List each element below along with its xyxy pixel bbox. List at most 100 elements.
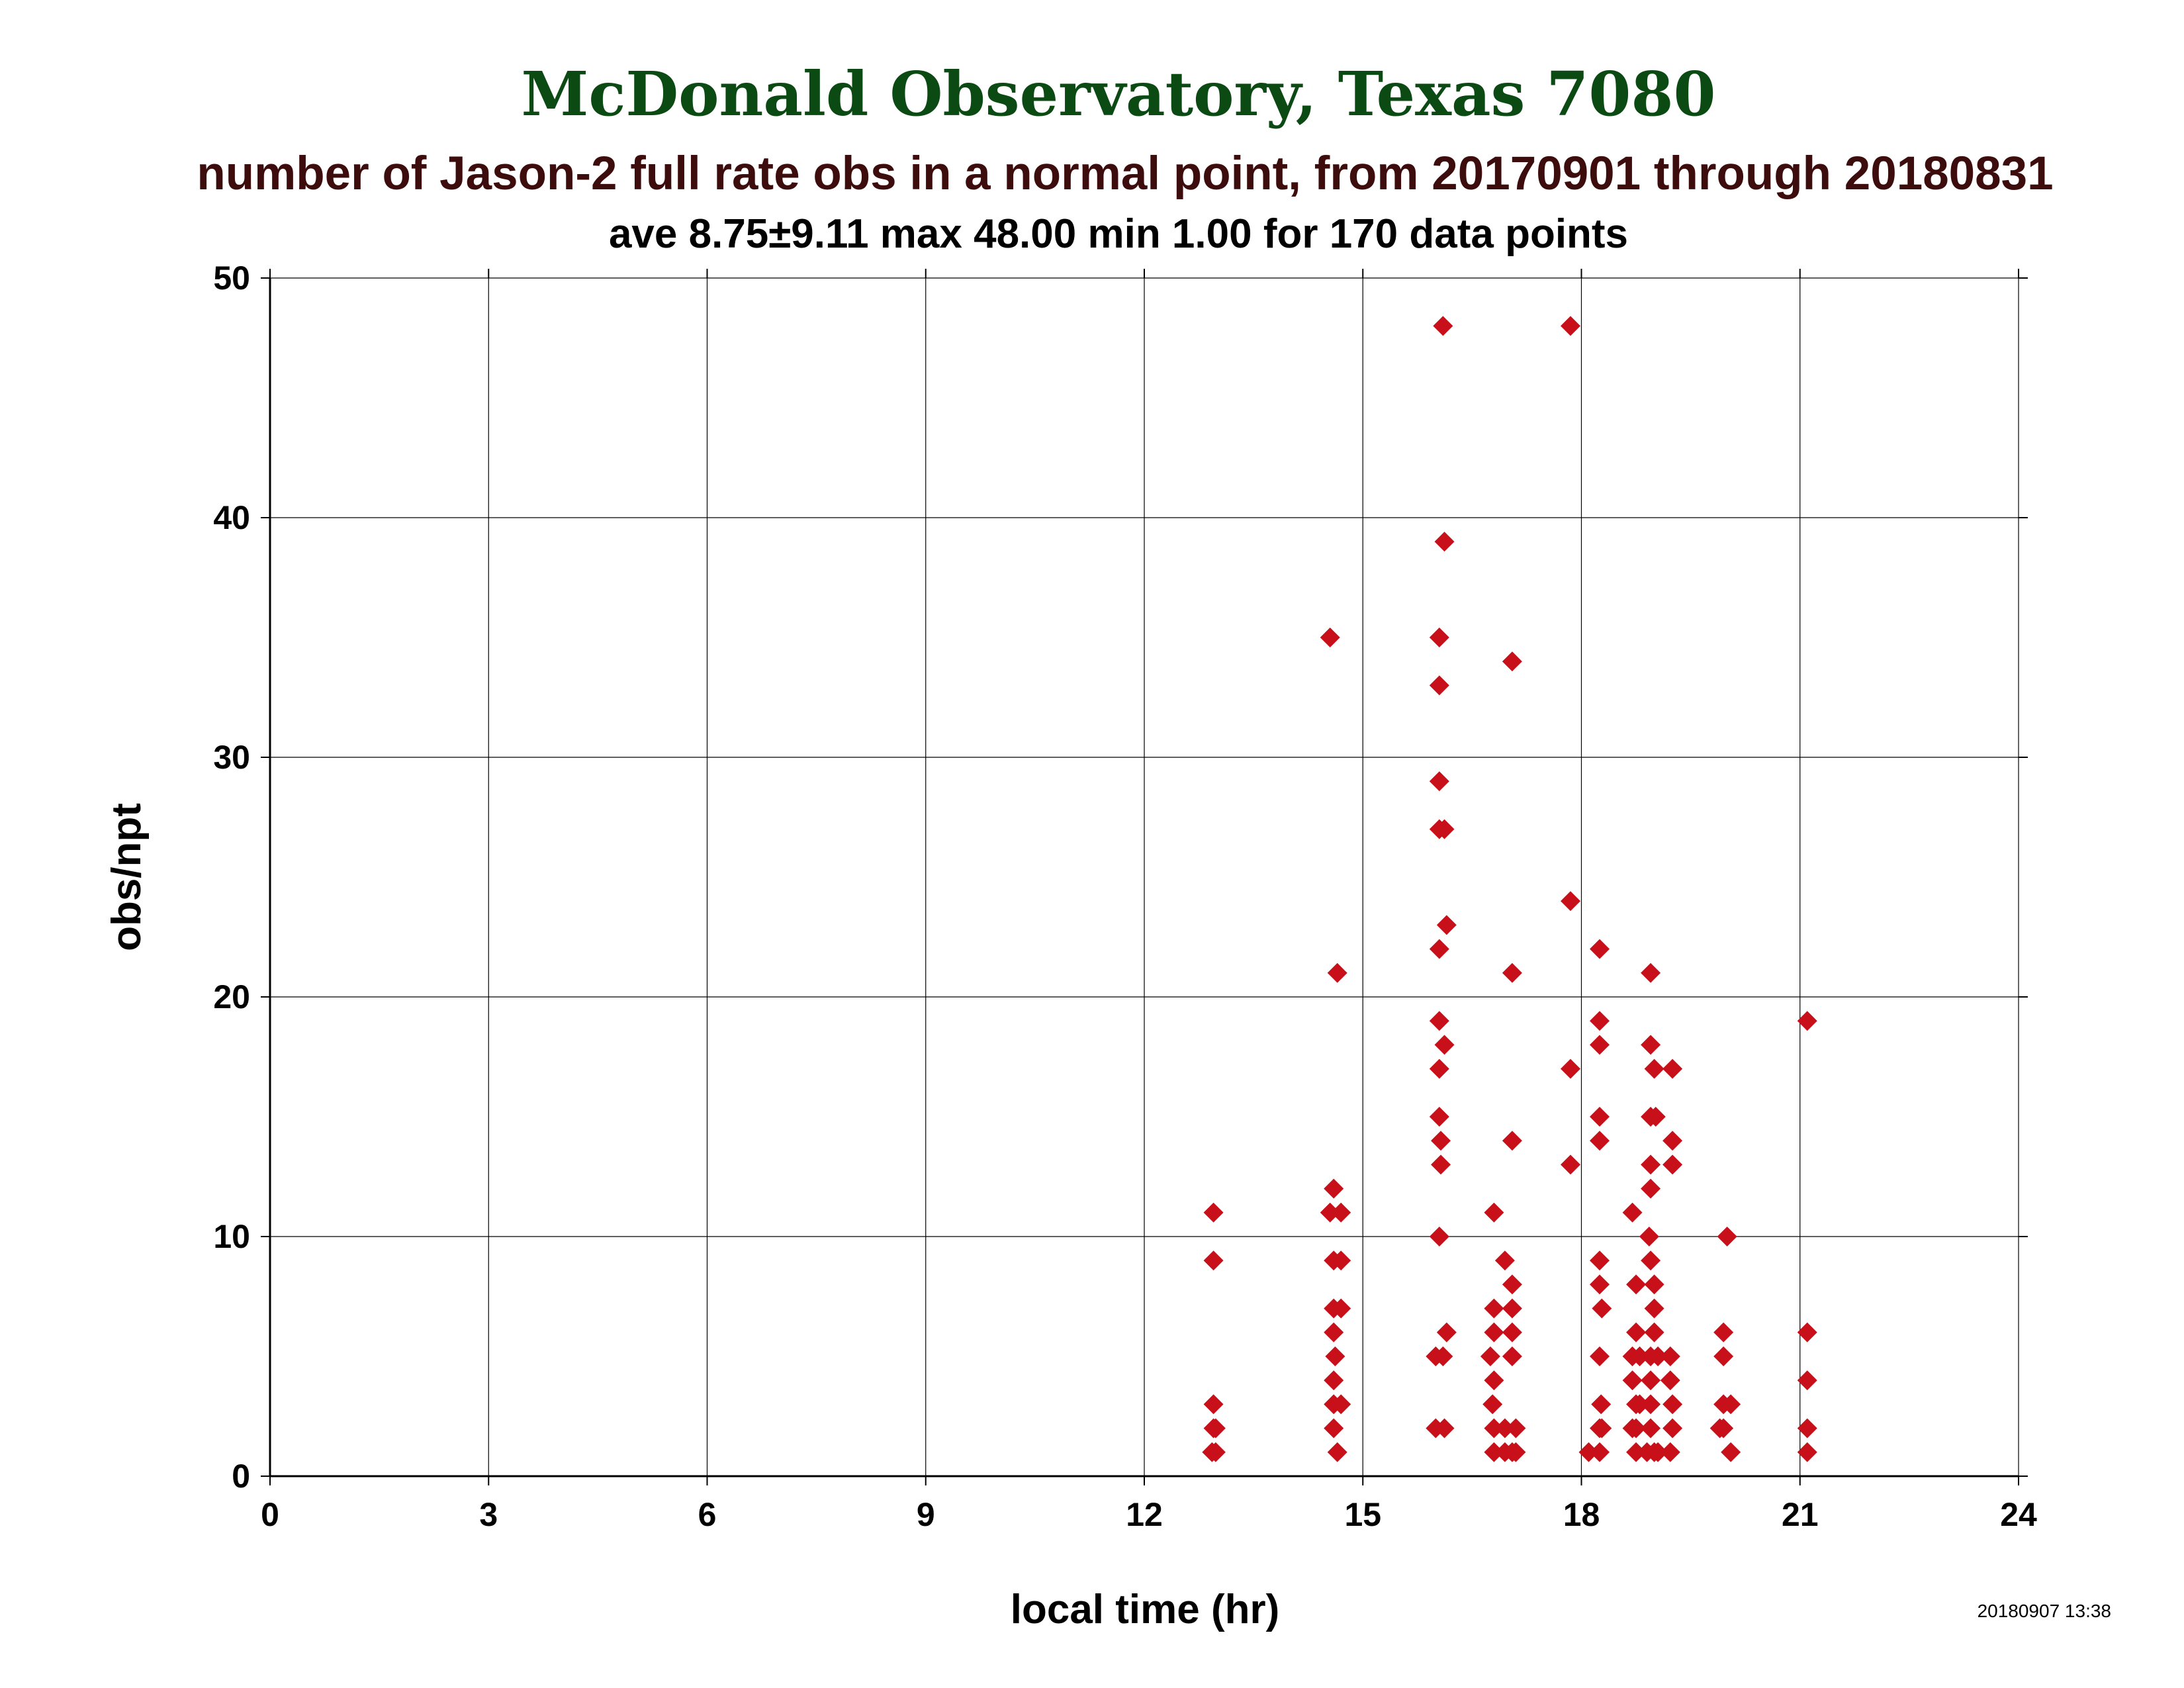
x-tick-label: 3 <box>479 1496 498 1533</box>
data-point <box>1436 915 1457 935</box>
y-tick-label: 40 <box>213 499 250 536</box>
data-point <box>1660 1442 1680 1462</box>
data-point <box>1590 1035 1610 1055</box>
data-point <box>1641 1418 1661 1438</box>
x-tick-label: 12 <box>1126 1496 1163 1533</box>
data-point <box>1797 1011 1817 1031</box>
data-point <box>1797 1370 1817 1391</box>
data-points <box>1202 316 1817 1462</box>
data-point <box>1484 1202 1504 1223</box>
data-point <box>1644 1298 1664 1319</box>
data-point <box>1721 1394 1741 1415</box>
y-tick-label: 20 <box>213 978 250 1015</box>
data-point <box>1431 1154 1451 1175</box>
data-point <box>1648 1346 1668 1366</box>
data-point <box>1506 1442 1526 1462</box>
data-point <box>1434 532 1455 552</box>
data-point <box>1205 1442 1226 1462</box>
data-point <box>1641 1394 1661 1415</box>
data-point <box>1578 1442 1599 1462</box>
data-point <box>1622 1202 1643 1223</box>
data-point <box>1429 1227 1449 1246</box>
data-point <box>1203 1250 1224 1271</box>
data-point <box>1641 1035 1661 1055</box>
y-tick-label: 0 <box>232 1458 250 1495</box>
data-point <box>1641 962 1661 983</box>
data-point <box>1713 1418 1734 1438</box>
data-point <box>1592 1298 1612 1319</box>
data-point <box>1797 1442 1817 1462</box>
data-point <box>1721 1442 1741 1462</box>
data-point <box>1622 1370 1643 1391</box>
data-point <box>1494 1250 1515 1271</box>
data-point <box>1327 1442 1347 1462</box>
data-point <box>1331 1250 1351 1271</box>
data-point <box>1626 1418 1647 1438</box>
data-point <box>1429 939 1449 959</box>
data-point <box>1480 1346 1500 1366</box>
data-point <box>1590 1107 1610 1127</box>
y-tick-label: 50 <box>213 259 250 297</box>
data-point <box>1560 316 1580 336</box>
data-point <box>1502 1346 1522 1366</box>
data-point <box>1203 1394 1224 1415</box>
data-point <box>1482 1394 1503 1415</box>
data-point <box>1325 1346 1345 1366</box>
chart-stats: ave 8.75±9.11 max 48.00 min 1.00 for 170… <box>608 211 1629 257</box>
y-tick-label: 10 <box>213 1218 250 1255</box>
x-tick-label: 21 <box>1782 1496 1819 1533</box>
data-point <box>1429 628 1449 647</box>
data-point <box>1644 1058 1664 1079</box>
data-point <box>1327 962 1347 983</box>
x-tick-label: 9 <box>917 1496 935 1533</box>
data-point <box>1320 628 1340 647</box>
data-point <box>1629 1394 1650 1415</box>
data-point <box>1502 651 1522 672</box>
data-point <box>1494 1418 1515 1438</box>
data-point <box>1324 1178 1344 1199</box>
x-tick-label: 0 <box>261 1496 279 1533</box>
data-point <box>1641 1178 1661 1199</box>
data-point <box>1713 1322 1734 1342</box>
data-point <box>1662 1394 1683 1415</box>
data-point <box>1644 1322 1664 1342</box>
data-point <box>1502 1131 1522 1151</box>
data-point <box>1324 1370 1344 1391</box>
data-point <box>1433 316 1453 336</box>
data-point <box>1205 1418 1226 1438</box>
data-point <box>1560 1154 1580 1175</box>
data-point <box>1797 1322 1817 1342</box>
data-point <box>1797 1418 1817 1438</box>
data-point <box>1590 1346 1610 1366</box>
data-point <box>1717 1227 1737 1246</box>
data-point <box>1433 1346 1453 1366</box>
data-point <box>1484 1298 1504 1319</box>
data-point <box>1434 819 1455 839</box>
x-axis-label: local time (hr) <box>1011 1587 1280 1632</box>
data-point <box>1590 1274 1610 1295</box>
data-point <box>1626 1442 1647 1462</box>
data-point <box>1629 1346 1650 1366</box>
data-point <box>1434 1035 1455 1055</box>
data-point <box>1429 675 1449 696</box>
data-point <box>1590 939 1610 959</box>
data-point <box>1320 1202 1340 1223</box>
data-point <box>1484 1322 1504 1342</box>
data-point <box>1662 1418 1683 1438</box>
tick-labels: 0 3 6 9 12 15 18 21 24 0 10 20 30 40 50 <box>213 259 2037 1533</box>
data-point <box>1590 1011 1610 1031</box>
data-point <box>1641 1370 1661 1391</box>
x-tick-label: 24 <box>2000 1496 2037 1533</box>
data-point <box>1331 1202 1351 1223</box>
data-point <box>1639 1227 1659 1246</box>
chart-subtitle: number of Jason-2 full rate obs in a nor… <box>197 148 2054 200</box>
data-point <box>1662 1131 1683 1151</box>
render-timestamp: 20180907 13:38 <box>1977 1601 2111 1621</box>
data-point <box>1626 1274 1647 1295</box>
data-point <box>1502 1322 1522 1342</box>
data-point <box>1592 1418 1612 1438</box>
data-point <box>1484 1370 1504 1391</box>
data-point <box>1331 1298 1351 1319</box>
axes <box>261 269 2028 1485</box>
x-tick-label: 18 <box>1563 1496 1600 1533</box>
